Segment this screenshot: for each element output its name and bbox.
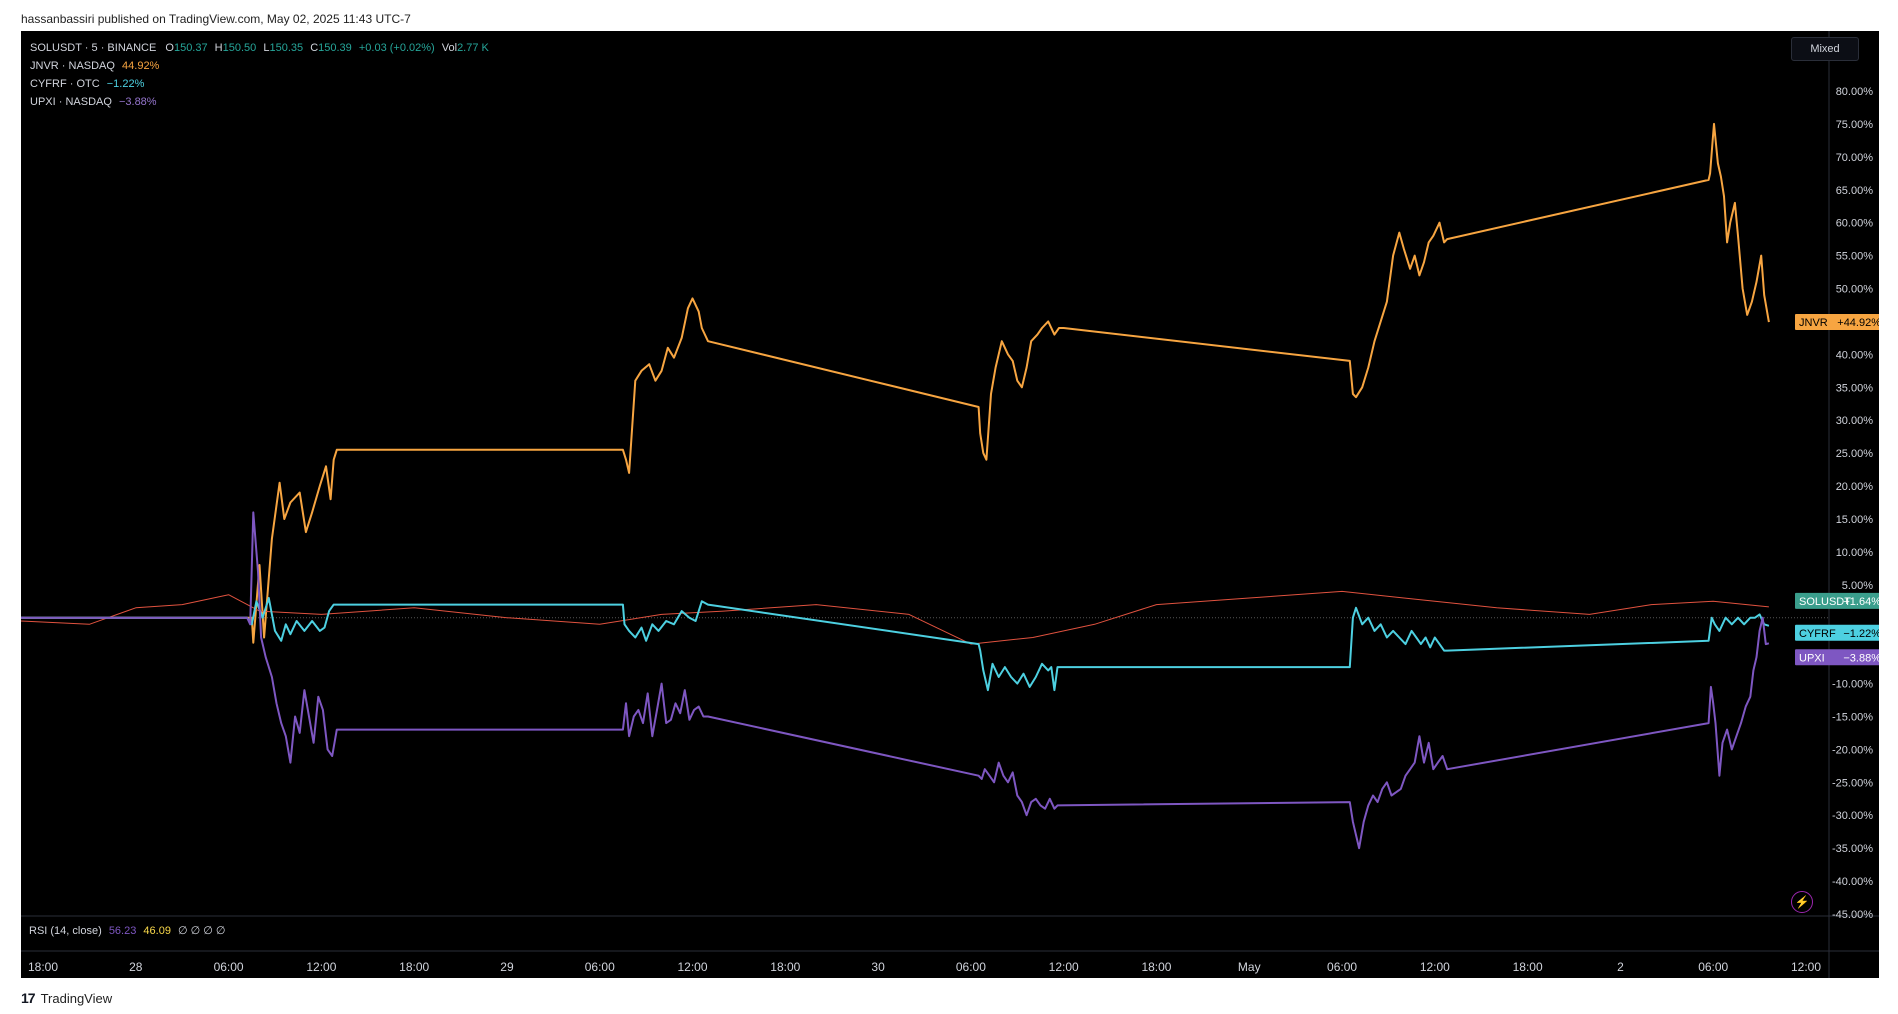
x-tick-label: 06:00: [214, 960, 244, 974]
series-badge-upxi: [1795, 649, 1879, 666]
y-tick-label: 30.00%: [1836, 415, 1874, 427]
y-tick-label: -45.00%: [1832, 909, 1873, 921]
compare-symbol: JNVR · NASDAQ: [30, 60, 115, 72]
low-label: L: [263, 42, 270, 54]
x-tick-label: 28: [129, 960, 143, 974]
series-badge-solusdt: [1795, 592, 1879, 609]
y-tick-label: 55.00%: [1836, 251, 1874, 263]
series-line-jnvr: [21, 122, 1770, 644]
y-tick-label: 70.00%: [1836, 152, 1874, 164]
y-tick-label: -35.00%: [1832, 843, 1873, 855]
volume-label: Vol: [441, 42, 458, 54]
footer: 17 TradingView: [21, 990, 112, 1006]
open-label: O: [165, 42, 174, 54]
x-tick-label: 12:00: [1420, 960, 1450, 974]
x-tick-label: 18:00: [1141, 960, 1171, 974]
rsi-value-1: 56.23: [108, 925, 137, 937]
x-tick-label: 12:00: [678, 960, 708, 974]
series-badge-cyfrf: [1795, 624, 1879, 641]
series-line-cyfrf: [21, 597, 1770, 692]
y-tick-label: -10.00%: [1832, 679, 1873, 691]
y-tick-label: -15.00%: [1832, 711, 1873, 723]
y-tick-label: -25.00%: [1832, 777, 1873, 789]
volume-value: 2.77 K: [457, 42, 489, 54]
series-badge-name: UPXI: [1799, 652, 1825, 664]
chart-panel[interactable]: SOLUSDT · 5 · BINANCE O150.37 H150.50 L1…: [21, 31, 1879, 978]
x-tick-label: 12:00: [1049, 960, 1079, 974]
y-tick-label: 75.00%: [1836, 119, 1874, 131]
y-tick-label: 15.00%: [1836, 514, 1874, 526]
y-tick-label: -20.00%: [1832, 744, 1873, 756]
series-badge-value: +44.92%: [1837, 317, 1879, 329]
y-tick-label: 20.00%: [1836, 481, 1874, 493]
close-value: 150.39: [318, 42, 352, 54]
x-tick-label: 29: [500, 960, 514, 974]
tradingview-logo-icon: 17: [21, 990, 36, 1006]
y-tick-label: 60.00%: [1836, 218, 1874, 230]
series-badge-value: +1.64%: [1843, 596, 1879, 608]
rsi-legend[interactable]: RSI (14, close) 56.23 46.09 ∅ ∅ ∅ ∅: [29, 924, 226, 937]
x-tick-label: 18:00: [399, 960, 429, 974]
series-badge-jnvr: [1795, 313, 1879, 330]
compare-value: −1.22%: [106, 78, 145, 90]
series-badge-value: −3.88%: [1843, 652, 1879, 664]
series-line-upxi: [21, 511, 1770, 850]
legend-compare-cyfrf[interactable]: CYFRF · OTC −1.22%: [30, 75, 489, 93]
main-symbol: SOLUSDT · 5 · BINANCE: [30, 42, 157, 54]
x-tick-label: 06:00: [585, 960, 615, 974]
x-tick-label: 18:00: [28, 960, 58, 974]
rsi-empty-values: ∅ ∅ ∅ ∅: [178, 925, 226, 937]
close-label: C: [310, 42, 319, 54]
change-value: +0.03 (+0.02%): [358, 42, 435, 54]
y-tick-label: 35.00%: [1836, 382, 1874, 394]
legend-compare-jnvr[interactable]: JNVR · NASDAQ 44.92%: [30, 57, 489, 75]
x-tick-label: 06:00: [1698, 960, 1728, 974]
series-badge-value: −1.22%: [1843, 628, 1879, 640]
compare-symbol: CYFRF · OTC: [30, 78, 100, 90]
lightning-icon[interactable]: ⚡: [1791, 891, 1813, 913]
legend-main-row[interactable]: SOLUSDT · 5 · BINANCE O150.37 H150.50 L1…: [30, 39, 489, 57]
y-tick-label: 50.00%: [1836, 284, 1874, 296]
rsi-value-2: 46.09: [143, 925, 171, 937]
chart-plot[interactable]: 80.00% 75.00% 70.00% 65.00% 60.00% 55.00% 50.0…: [21, 31, 1879, 978]
footer-brand: TradingView: [40, 990, 113, 1006]
x-tick-label: 12:00: [1791, 960, 1821, 974]
x-tick-label: 30: [871, 960, 885, 974]
chart-legend: SOLUSDT · 5 · BINANCE O150.37 H150.50 L1…: [30, 39, 489, 111]
x-tick-label: 18:00: [770, 960, 800, 974]
low-value: 150.35: [269, 42, 304, 54]
high-value: 150.50: [222, 42, 257, 54]
y-tick-label: 10.00%: [1836, 547, 1874, 559]
y-tick-label: 80.00%: [1836, 86, 1874, 98]
series-badge-name: SOLUSDT: [1799, 596, 1851, 608]
x-tick-label: 2: [1617, 960, 1624, 974]
publisher-credit: hassanbassiri published on TradingView.c…: [21, 12, 411, 26]
compare-value: −3.88%: [118, 96, 157, 108]
y-tick-label: 40.00%: [1836, 349, 1874, 361]
x-tick-label: 12:00: [306, 960, 336, 974]
rsi-label: RSI (14, close): [29, 925, 102, 937]
x-tick-label: 06:00: [1327, 960, 1357, 974]
x-tick-label: 18:00: [1513, 960, 1543, 974]
y-tick-label: 25.00%: [1836, 448, 1874, 460]
high-label: H: [214, 42, 223, 54]
y-tick-label: -40.00%: [1832, 876, 1873, 888]
compare-value: 44.92%: [122, 60, 160, 72]
y-tick-label: 5.00%: [1842, 580, 1873, 592]
open-value: 150.37: [173, 42, 208, 54]
series-badge-name: CYFRF: [1799, 628, 1836, 640]
legend-compare-upxi[interactable]: UPXI · NASDAQ −3.88%: [30, 93, 489, 111]
series-line-solusdt: [21, 590, 1769, 645]
scale-mode-button[interactable]: Mixed: [1791, 37, 1859, 61]
compare-symbol: UPXI · NASDAQ: [30, 96, 112, 108]
y-tick-label: 65.00%: [1836, 185, 1874, 197]
series-badge-name: JNVR: [1799, 317, 1828, 329]
x-tick-label: 06:00: [956, 960, 986, 974]
x-tick-label: May: [1238, 960, 1261, 974]
y-tick-label: -30.00%: [1832, 810, 1873, 822]
